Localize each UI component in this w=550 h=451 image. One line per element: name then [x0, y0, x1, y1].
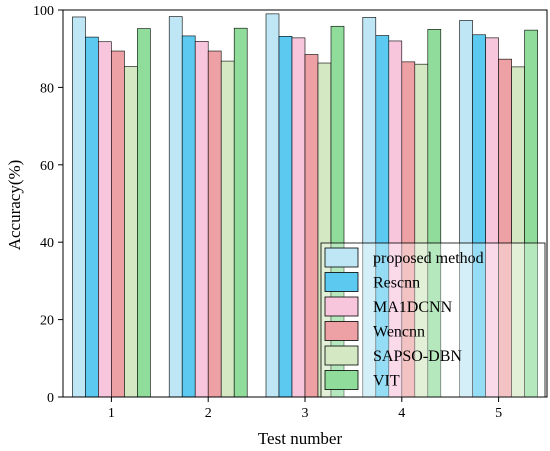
bar-vit-test-2: [233, 27, 248, 398]
x-tick-label: 2: [205, 406, 212, 421]
bar-wencnn-test-1: [111, 50, 125, 398]
legend-swatch: [324, 296, 359, 317]
legend-label: VIT: [373, 373, 400, 390]
x-axis-title: Test number: [258, 429, 343, 448]
bar-rescnn-test-1: [85, 36, 99, 398]
y-tick-label: 20: [40, 314, 54, 329]
bar-sapso-dbn-test-2: [220, 60, 235, 398]
y-tick-label: 100: [33, 4, 54, 19]
y-tick-label: 80: [40, 81, 54, 96]
legend: proposed method Rescnn MA1DCNN Wencnn SAPSO-…: [320, 242, 546, 398]
bar-proposed-method-test-3: [265, 13, 280, 398]
legend-label: proposed method: [373, 250, 484, 267]
y-axis-title: Accuracy(%): [5, 160, 24, 251]
legend-label: Rescnn: [373, 275, 420, 292]
bars-layer: [72, 13, 538, 398]
legend-swatch: [324, 321, 359, 341]
x-tick-label: 3: [302, 406, 309, 421]
legend-swatch: [324, 345, 359, 366]
bar-proposed-method-test-2: [168, 16, 183, 398]
bar-ma1dcnn-test-1: [98, 41, 112, 398]
bar-rescnn-test-3: [278, 36, 293, 398]
y-tick-label: 0: [47, 391, 54, 406]
bar-vit-test-1: [137, 28, 151, 398]
legend-label: Wencnn: [373, 324, 425, 341]
y-tick-label: 60: [40, 159, 54, 174]
bar-ma1dcnn-test-3: [291, 37, 306, 398]
y-tick-label: 40: [40, 236, 54, 251]
bar-ma1dcnn-test-2: [194, 41, 209, 398]
bar-wencnn-test-2: [207, 50, 222, 398]
bar-sapso-dbn-test-1: [124, 66, 138, 398]
bar-proposed-method-test-1: [72, 16, 86, 398]
legend-label: MA1DCNN: [373, 299, 453, 316]
bar-wencnn-test-3: [304, 54, 319, 398]
x-tick-label: 5: [495, 406, 502, 421]
legend-swatch: [324, 247, 359, 268]
x-tick-label: 1: [108, 406, 115, 421]
legend-swatch: [324, 370, 359, 390]
legend-swatch: [324, 272, 359, 292]
legend-label: SAPSO-DBN: [373, 348, 462, 365]
bar-rescnn-test-2: [181, 35, 196, 398]
axes-layer: 0 20 40 60 80 100 1 2 3 4 5: [33, 4, 548, 421]
x-tick-label: 4: [398, 406, 405, 421]
